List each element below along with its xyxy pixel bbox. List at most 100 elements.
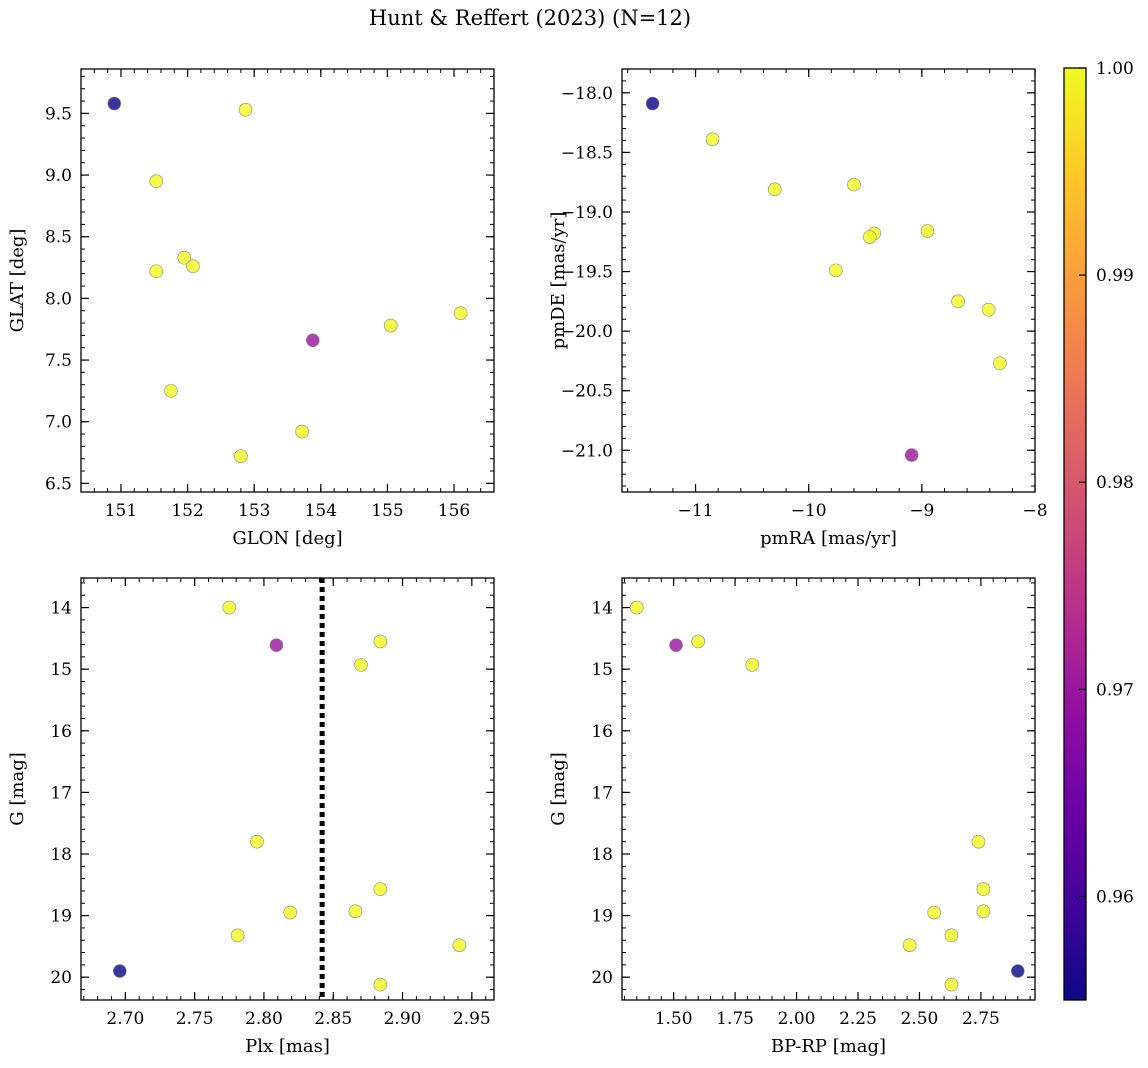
scatter-point xyxy=(944,977,959,992)
axes-frame xyxy=(80,68,495,493)
scatter-point xyxy=(645,96,660,111)
colorbar: 0.96 0.97 0.98 0.99 1.00 xyxy=(1063,59,1134,1001)
scatter-point xyxy=(230,928,245,943)
y-tick-label: −21.0 xyxy=(561,441,613,461)
y-tick-label: 19 xyxy=(50,907,72,927)
x-axis-label: pmRA [mas/yr] xyxy=(760,528,897,549)
scatter-point xyxy=(944,928,959,943)
scatter-point xyxy=(920,224,935,238)
x-tick-label: 2.25 xyxy=(839,1009,877,1029)
x-tick-label: 1.75 xyxy=(716,1009,754,1029)
y-tick-label: 14 xyxy=(50,599,72,619)
y-tick-label: 9.5 xyxy=(45,104,72,124)
y-tick-label: 9.0 xyxy=(45,166,72,186)
x-tick-label: 154 xyxy=(305,501,337,521)
x-tick-label: 2.90 xyxy=(384,1009,422,1029)
y-tick-label: 16 xyxy=(50,722,72,742)
y-tick-label: 16 xyxy=(591,722,613,742)
scatter-point xyxy=(373,882,388,896)
y-tick-label: 6.5 xyxy=(45,474,72,494)
panel-glon-glat: 151 152 153 154 155 156 6.5 7.0 7.5 8.0 8.5 9.0 9.5 G… xyxy=(7,68,495,549)
y-tick-label: 18 xyxy=(50,845,72,865)
x-tick-label: 2.75 xyxy=(176,1009,214,1029)
x-tick-label: 2.95 xyxy=(453,1009,491,1029)
colorbar-tick-label: 1.00 xyxy=(1096,59,1134,79)
scatter-point xyxy=(981,302,996,317)
x-tick-label: 152 xyxy=(171,501,203,521)
scatter-point xyxy=(149,174,164,189)
scatter-point xyxy=(295,424,309,439)
scatter-point xyxy=(829,263,843,278)
scatter-point xyxy=(348,904,363,919)
scatter-point xyxy=(186,259,200,274)
x-tick-label: 156 xyxy=(438,501,470,521)
axis-ticks xyxy=(81,578,494,1000)
x-tick-label: −8 xyxy=(1022,501,1047,521)
x-axis-label: BP-RP [mag] xyxy=(771,1036,886,1057)
axis-ticks xyxy=(622,578,1035,1000)
y-tick-label: −18.5 xyxy=(561,143,613,163)
y-tick-label: −20.5 xyxy=(561,382,613,402)
scatter-point xyxy=(1010,964,1025,978)
scatter-point xyxy=(904,448,919,462)
y-tick-label: 20 xyxy=(50,968,72,988)
y-tick-label: 7.5 xyxy=(45,351,72,371)
x-tick-label: −10 xyxy=(791,501,827,521)
x-tick-label: 2.80 xyxy=(245,1009,283,1029)
colorbar-tick-label: 0.97 xyxy=(1096,680,1134,700)
axis-ticks xyxy=(80,69,495,492)
y-tick-label: −18.0 xyxy=(561,84,613,104)
scatter-point xyxy=(250,834,264,849)
y-tick-label: 19 xyxy=(591,907,613,927)
scatter-point xyxy=(847,177,861,192)
scatter-point xyxy=(164,384,178,398)
scatter-point xyxy=(951,294,965,309)
scatter-point xyxy=(745,658,760,672)
y-axis-label: G [mag] xyxy=(7,752,28,825)
panel-pmra-pmde: −11 −10 −9 −8 −21.0 −20.5 −20.0 −19.5 −19.0 −18.5… xyxy=(548,68,1048,549)
colorbar-tick-label: 0.98 xyxy=(1096,473,1134,493)
x-axis-label: Plx [mas] xyxy=(245,1036,330,1057)
x-tick-label: −11 xyxy=(678,501,714,521)
x-tick-label: 1.50 xyxy=(655,1009,693,1029)
scatter-point xyxy=(354,658,368,672)
scatter-point xyxy=(971,834,986,849)
x-tick-label: 153 xyxy=(238,501,270,521)
y-tick-label: 8.0 xyxy=(45,289,72,309)
colorbar-gradient xyxy=(1064,68,1086,1000)
scatter-point xyxy=(149,264,164,279)
y-axis-label: G [mag] xyxy=(548,752,569,825)
y-tick-label: 20 xyxy=(591,968,613,988)
scatter-point xyxy=(705,132,720,147)
scatter-point xyxy=(669,638,683,652)
x-tick-label: 2.75 xyxy=(962,1009,1000,1029)
y-tick-label: −20.0 xyxy=(561,322,613,342)
x-tick-label: 2.70 xyxy=(106,1009,144,1029)
x-tick-label: 151 xyxy=(105,501,137,521)
scatter-point xyxy=(453,306,468,320)
y-tick-label: −19.0 xyxy=(561,203,613,223)
scatter-point xyxy=(107,96,122,111)
scatter-point xyxy=(452,938,467,952)
y-tick-label: 15 xyxy=(50,660,72,680)
figure-title: Hunt & Reffert (2023) (N=12) xyxy=(368,6,692,30)
scatter-point xyxy=(177,250,192,265)
scatter-point xyxy=(767,182,782,197)
y-tick-label: 7.0 xyxy=(45,413,72,433)
scatter-point xyxy=(283,905,298,920)
x-tick-label: 2.85 xyxy=(314,1009,352,1029)
y-tick-label: 18 xyxy=(591,845,613,865)
y-tick-label: −19.5 xyxy=(561,263,613,283)
x-tick-label: 2.50 xyxy=(901,1009,939,1029)
y-tick-label: 17 xyxy=(591,783,613,803)
scatter-point xyxy=(383,318,398,333)
y-tick-label: 8.5 xyxy=(45,228,72,248)
scatter-point xyxy=(976,904,991,919)
colorbar-frame xyxy=(1063,67,1087,1001)
y-axis-label: GLAT [deg] xyxy=(7,229,28,333)
panel-bprp-g: 1.50 1.75 2.00 2.25 2.50 2.75 14 15 16 17 18 19 20 BP… xyxy=(548,577,1036,1057)
y-tick-label: 14 xyxy=(591,599,613,619)
colorbar-tick-label: 0.99 xyxy=(1096,266,1134,286)
x-tick-label: 155 xyxy=(371,501,403,521)
